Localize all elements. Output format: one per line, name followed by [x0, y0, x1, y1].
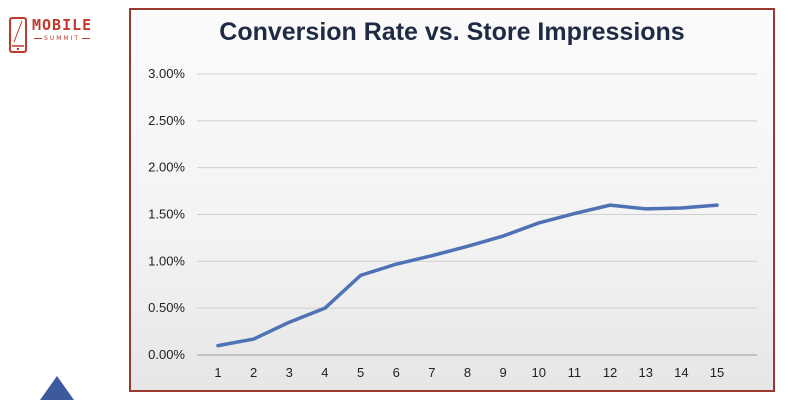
data-point: [287, 320, 291, 324]
series-line: [216, 203, 719, 348]
mobile-summit-logo: MOBILE SUMMIT: [8, 16, 104, 56]
data-point: [572, 212, 576, 216]
y-tick-label: 0.50%: [148, 300, 185, 315]
data-point: [359, 273, 363, 277]
data-point: [430, 254, 434, 258]
x-tick-label: 12: [603, 365, 617, 380]
x-tick-label: 2: [250, 365, 257, 380]
y-tick-label: 0.00%: [148, 347, 185, 362]
line-chart: 0.00%0.50%1.00%1.50%2.00%2.50%3.00%1 2 3 4 5…: [148, 66, 757, 380]
data-point: [216, 344, 220, 348]
data-point: [537, 221, 541, 225]
data-point: [323, 306, 327, 310]
data-point: [679, 206, 683, 210]
x-tick-label: 8: [464, 365, 471, 380]
x-tick-label: 3: [286, 365, 293, 380]
x-tick-label: 7: [428, 365, 435, 380]
logo-subtitle: SUMMIT: [32, 35, 92, 42]
y-tick-label: 1.50%: [148, 207, 185, 222]
x-tick-label: 5: [357, 365, 364, 380]
data-point: [501, 234, 505, 238]
logo-title: MOBILE: [32, 16, 93, 34]
y-tick-label: 2.50%: [148, 113, 185, 128]
data-point: [252, 337, 256, 341]
x-tick-label: 14: [674, 365, 688, 380]
data-point: [608, 203, 612, 207]
y-tick-label: 3.00%: [148, 66, 185, 81]
triangle-icon: [40, 376, 74, 400]
data-point: [715, 203, 719, 207]
y-tick-label: 2.00%: [148, 160, 185, 175]
x-tick-label: 10: [532, 365, 546, 380]
chart-title: Conversion Rate vs. Store Impressions: [219, 18, 685, 46]
x-tick-label: 15: [710, 365, 724, 380]
x-tick-label: 1: [214, 365, 221, 380]
y-tick-label: 1.00%: [148, 253, 185, 268]
phone-icon: [9, 17, 27, 53]
x-tick-label: 4: [321, 365, 328, 380]
x-tick-label: 9: [500, 365, 507, 380]
data-point: [466, 244, 469, 248]
x-tick-label: 6: [393, 365, 400, 380]
x-tick-label: 11: [568, 365, 582, 380]
chart-frame: Conversion Rate vs. Store Impressions 0.…: [129, 8, 775, 392]
x-tick-label: 13: [638, 365, 652, 380]
data-point: [644, 207, 648, 211]
data-point: [394, 262, 398, 266]
